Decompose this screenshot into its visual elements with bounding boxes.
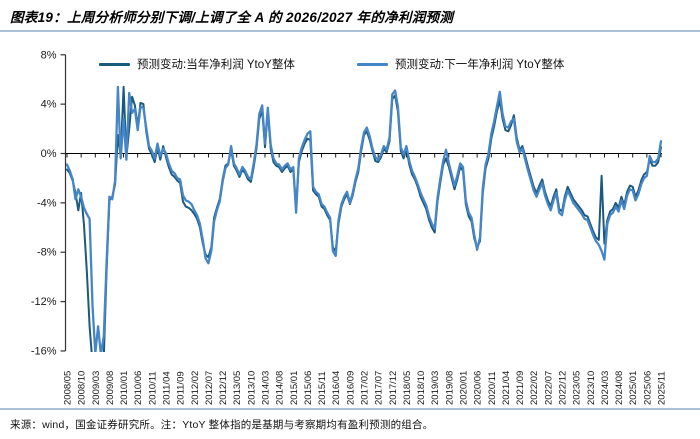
x-axis-tick-label: 2015/01 [289, 371, 300, 405]
x-axis-tick-label: 2020/06 [473, 371, 484, 405]
y-axis-tick-label: -8% [37, 247, 57, 259]
x-axis-tick-label: 2014/08 [275, 371, 286, 405]
x-axis-tick-label: 2015/11 [317, 371, 328, 405]
x-axis-tick-label: 2018/10 [416, 371, 427, 405]
x-axis-tick-label: 2018/05 [402, 371, 413, 405]
x-axis-tick-label: 2009/08 [105, 371, 116, 405]
x-axis-tick-label: 2025/11 [657, 371, 668, 405]
x-axis-tick-label: 2020/11 [487, 371, 498, 405]
x-axis-tick-label: 2013/05 [232, 371, 243, 405]
chart-legend: 预测变动:当年净利润 YtoY整体 预测变动:下一年净利润 YtoY整体 [0, 57, 700, 71]
x-axis-tick-label: 2010/11 [147, 371, 158, 405]
x-axis-tick-label: 2008/10 [77, 371, 88, 405]
x-axis-tick-label: 2010/06 [133, 371, 144, 405]
x-axis-tick-label: 2021/04 [501, 371, 512, 405]
x-axis-tick-label: 2023/10 [586, 371, 597, 405]
x-axis-tick-label: 2009/03 [91, 371, 102, 405]
y-axis-tick-label: 8% [41, 49, 57, 61]
x-axis-tick-label: 2017/02 [360, 371, 371, 405]
x-axis-tick-label: 2008/05 [63, 371, 74, 405]
legend-item-current-year: 预测变动:当年净利润 YtoY整体 [99, 57, 295, 71]
x-axis-tick-label: 2021/09 [515, 371, 526, 405]
x-axis-tick-label: 2011/04 [162, 371, 173, 405]
forecast-change-line-chart: 8%4%0%-4%-8%-12%-16%2008/05 2008/10 2009/0… [31, 49, 668, 405]
x-axis-tick-label: 2022/12 [558, 371, 569, 405]
legend-label-current-year: 预测变动:当年净利润 YtoY整体 [137, 59, 295, 71]
y-axis-tick-label: -16% [31, 345, 57, 357]
x-axis-tick-label: 2012/07 [204, 371, 215, 405]
legend-label-next-year: 预测变动:下一年净利润 YtoY整体 [395, 59, 565, 71]
x-axis-tick-label: 2022/02 [529, 371, 540, 405]
series-line-next-year [66, 85, 663, 352]
x-axis-tick-label: 2025/01 [628, 371, 639, 405]
x-axis-tick-label: 2016/09 [345, 371, 356, 405]
y-axis-tick-label: -4% [37, 197, 57, 209]
series-line-current-year [66, 85, 662, 352]
x-axis-tick-label: 2025/06 [642, 371, 653, 405]
x-axis-tick-label: 2015/06 [303, 371, 314, 405]
x-axis-tick-label: 2013/10 [246, 371, 257, 405]
x-axis-tick-label: 2019/08 [444, 371, 455, 405]
x-axis-tick-label: 2012/02 [190, 371, 201, 405]
source-note: 来源：wind，国金证券研究所。注：YtoY 整体指的是基期与考察期均有盈利预测… [10, 419, 434, 431]
legend-line-swatch-light-blue [357, 62, 388, 66]
y-axis-tick-label: 0% [41, 148, 57, 160]
title-divider-line [0, 30, 700, 32]
chart-title: 图表19：上周分析师分别下调/上调了全 A 的 2026/2027 年的净利润预… [10, 10, 454, 25]
x-axis-tick-label: 2014/03 [261, 371, 272, 405]
y-axis-tick-label: -12% [31, 296, 57, 308]
x-axis-tick-label: 2012/12 [218, 371, 229, 405]
x-axis-tick-label: 2017/12 [388, 371, 399, 405]
footer-divider-line [0, 408, 700, 410]
x-axis-tick-label: 2024/03 [600, 371, 611, 405]
legend-item-next-year: 预测变动:下一年净利润 YtoY整体 [357, 57, 564, 71]
x-axis-tick-label: 2023/05 [572, 371, 583, 405]
x-axis-tick-label: 2022/07 [543, 371, 554, 405]
x-axis-tick-label: 2016/04 [331, 371, 342, 405]
y-axis-tick-label: 4% [41, 99, 57, 111]
x-axis-tick-label: 2017/07 [374, 371, 385, 405]
x-axis-tick-label: 2020/01 [459, 371, 470, 405]
x-axis-tick-label: 2019/03 [430, 371, 441, 405]
x-axis-tick-label: 2024/08 [614, 371, 625, 405]
x-axis-tick-label: 2011/09 [176, 371, 187, 405]
x-axis-tick-label: 2010/01 [119, 371, 130, 405]
legend-line-swatch-dark-blue [99, 62, 130, 66]
